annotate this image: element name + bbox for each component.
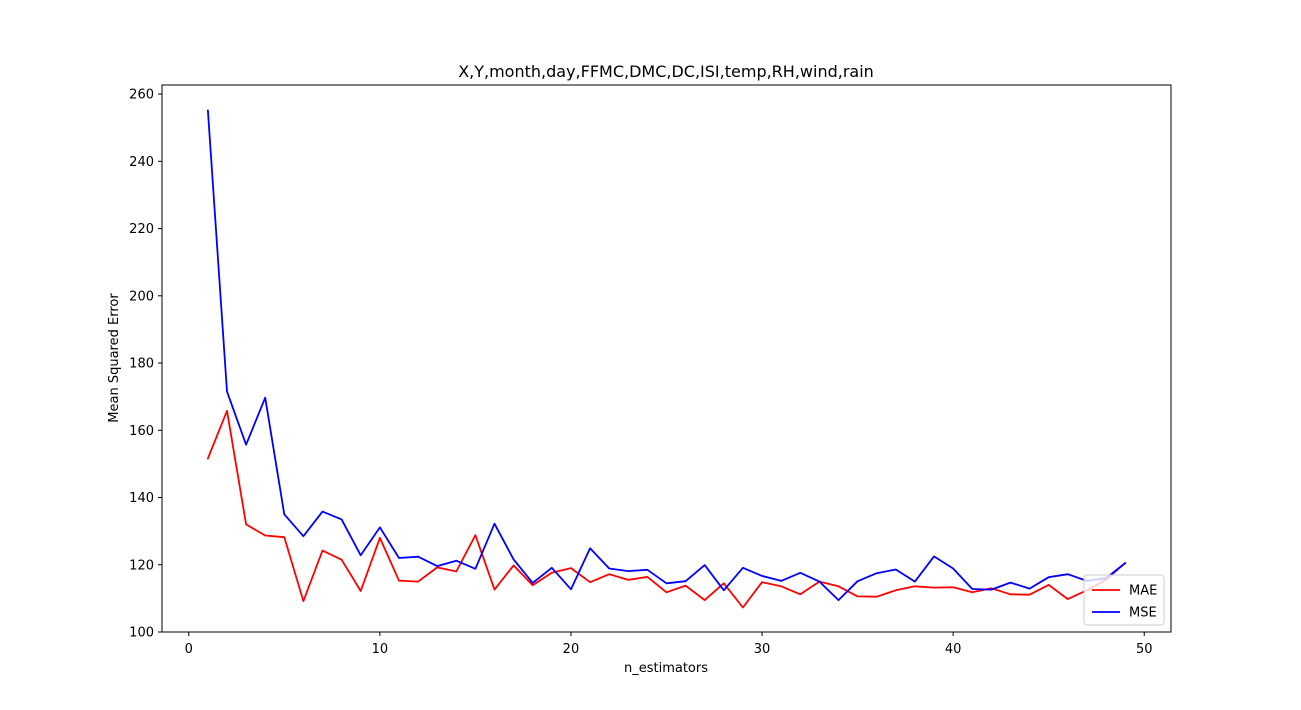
y-tick-label: 160	[129, 424, 154, 439]
y-tick-label: 200	[129, 289, 154, 304]
x-tick-label: 30	[754, 642, 771, 657]
plot-area: 0 10 20 30 40 50 100 120 140 160 180 200 220 240 260 MA…	[129, 84, 1172, 657]
x-tick-label: 50	[1136, 642, 1153, 657]
y-tick-label: 220	[129, 222, 154, 237]
y-tick-label: 260	[129, 88, 154, 103]
plot-frame	[161, 84, 1172, 633]
x-tick-label: 20	[563, 642, 580, 657]
x-tick-label: 0	[185, 642, 193, 657]
x-tick-label: 40	[945, 642, 962, 657]
legend-label-mse: MSE	[1129, 606, 1157, 621]
y-tick-label: 240	[129, 155, 154, 170]
y-tick-label: 100	[129, 626, 154, 641]
x-axis-label: n_estimators	[624, 661, 708, 676]
y-axis-label: Mean Squared Error	[107, 293, 122, 423]
y-tick-label: 120	[129, 558, 154, 573]
series-line-mse	[206, 109, 1127, 601]
y-tick-label: 140	[129, 491, 154, 506]
x-tick-label: 10	[372, 642, 389, 657]
series-line-mae	[206, 409, 1127, 609]
chart-title: X,Y,month,day,FFMC,DMC,DC,ISI,temp,RH,wi…	[458, 62, 874, 81]
legend-label-mae: MAE	[1129, 584, 1157, 599]
y-tick-label: 180	[129, 357, 154, 372]
